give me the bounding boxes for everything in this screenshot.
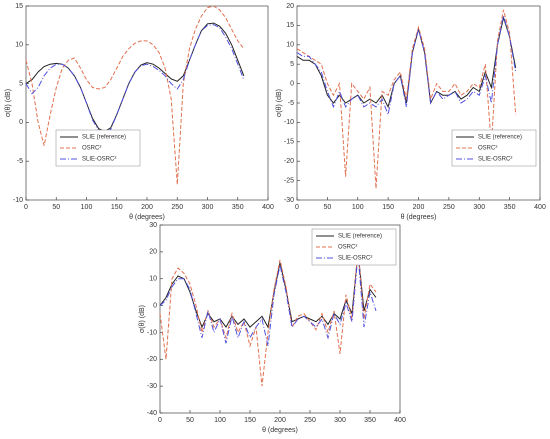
y-tick-label: 10 xyxy=(286,42,294,49)
x-tick-label: 150 xyxy=(244,417,256,424)
series-line xyxy=(296,9,517,189)
series-line xyxy=(159,254,377,347)
series-line xyxy=(25,24,245,134)
y-tick-label: 15 xyxy=(286,22,294,29)
y-tick-label: 10 xyxy=(15,42,23,49)
x-tick-label: 300 xyxy=(473,204,485,211)
x-axis-label: θ (degrees) xyxy=(401,214,437,221)
series-line xyxy=(296,15,517,117)
x-tick-label: 100 xyxy=(214,417,226,424)
plot: 0 50 100 150 200 250 300 350 400-30-25-20-15-10-… xyxy=(276,3,546,221)
y-tick-label: 20 xyxy=(286,3,294,10)
legend: SLIE (reference) OSRC² SLIE-OSRC² xyxy=(311,228,397,266)
series-line xyxy=(159,251,377,329)
x-tick-label: 350 xyxy=(364,417,376,424)
x-tick-label: 250 xyxy=(171,204,183,211)
y-tick-label: -20 xyxy=(147,356,157,363)
y-axis-label: σ(θ) (dB) xyxy=(5,89,12,117)
y-tick-label: -30 xyxy=(147,383,157,390)
legend-label: SLIE (reference) xyxy=(338,234,382,240)
y-tick-label: -20 xyxy=(284,158,294,165)
x-tick-label: 0 xyxy=(24,204,28,211)
x-tick-label: 400 xyxy=(262,204,274,211)
y-tick-label: 0 xyxy=(153,302,157,309)
y-tick-label: 30 xyxy=(149,222,157,229)
y-tick-label: 0 xyxy=(19,119,23,126)
x-axis-label: θ (degrees) xyxy=(262,427,298,434)
x-tick-label: 150 xyxy=(111,204,123,211)
series-line xyxy=(296,15,517,109)
y-tick-label: -25 xyxy=(284,177,294,184)
legend: SLIE (reference) OSRC² SLIE-OSRC² xyxy=(451,129,537,167)
x-tick-label: 250 xyxy=(443,204,455,211)
legend-label: OSRC² xyxy=(82,146,101,152)
x-tick-label: 200 xyxy=(274,417,286,424)
y-tick-label: 15 xyxy=(15,3,23,10)
y-tick-label: -10 xyxy=(13,197,23,204)
legend-label: OSRC² xyxy=(478,146,497,152)
x-tick-label: 100 xyxy=(81,204,93,211)
x-tick-label: 0 xyxy=(158,417,162,424)
x-axis-label: θ (degrees) xyxy=(129,214,165,221)
plot: 0 50 100 150 200 250 300 350 400 -40 -30 -20 -10 0 10 2… xyxy=(139,222,406,434)
y-axis-label: σ(θ) (dB) xyxy=(139,305,146,333)
legend-label: SLIE-OSRC² xyxy=(82,157,116,163)
legend-label: SLIE-OSRC² xyxy=(338,256,372,262)
legend-label: SLIE (reference) xyxy=(82,135,126,141)
x-tick-label: 350 xyxy=(232,204,244,211)
x-tick-label: 300 xyxy=(202,204,214,211)
x-tick-label: 50 xyxy=(186,417,194,424)
legend-label: SLIE-OSRC² xyxy=(478,157,512,163)
y-axis-label: σ(θ) (dB) xyxy=(276,89,283,117)
y-tick-label: -15 xyxy=(284,139,294,146)
legend-label: SLIE (reference) xyxy=(478,135,522,141)
x-tick-label: 100 xyxy=(352,204,364,211)
x-tick-label: 0 xyxy=(295,204,299,211)
y-tick-label: -10 xyxy=(284,119,294,126)
x-tick-label: 150 xyxy=(382,204,394,211)
series-line xyxy=(25,22,245,133)
x-tick-label: 200 xyxy=(413,204,425,211)
legend-label: OSRC² xyxy=(338,245,357,251)
y-tick-label: 5 xyxy=(290,61,294,68)
y-tick-label: 0 xyxy=(290,80,294,87)
x-tick-label: 200 xyxy=(141,204,153,211)
y-tick-label: -10 xyxy=(147,329,157,336)
x-tick-label: 300 xyxy=(334,417,346,424)
y-tick-label: 10 xyxy=(149,276,157,283)
x-tick-label: 350 xyxy=(504,204,516,211)
x-tick-label: 250 xyxy=(304,417,316,424)
y-tick-label: -40 xyxy=(147,410,157,417)
y-tick-label: -30 xyxy=(284,197,294,204)
y-tick-label: -5 xyxy=(17,158,23,165)
x-tick-label: 400 xyxy=(394,417,406,424)
series-line xyxy=(25,5,245,185)
legend: SLIE (reference) OSRC² SLIE-OSRC² xyxy=(55,129,141,167)
x-tick-label: 50 xyxy=(323,204,331,211)
y-tick-label: 5 xyxy=(19,80,23,87)
plot: 0 50 100 150 200 250 300 350 400 -10 -5 0 5 10 15 θ (de… xyxy=(5,3,274,221)
x-tick-label: 400 xyxy=(534,204,546,211)
x-tick-label: 50 xyxy=(52,204,60,211)
y-tick-label: 20 xyxy=(149,249,157,256)
plot-area xyxy=(25,5,269,201)
y-tick-label: -5 xyxy=(288,100,294,107)
series-line xyxy=(159,249,377,387)
